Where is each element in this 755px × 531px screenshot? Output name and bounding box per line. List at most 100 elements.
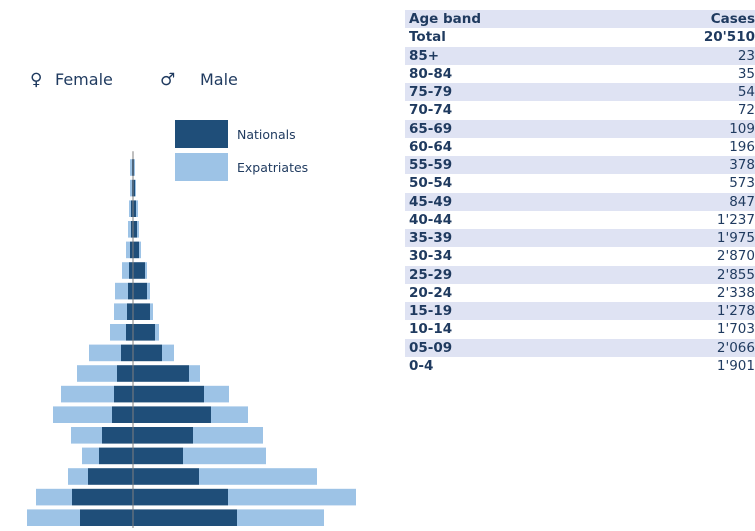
cases-cell: 2'855 xyxy=(635,265,755,284)
age-band-cell: 55-59 xyxy=(405,156,635,175)
bar-female-nationals-10-14 xyxy=(88,468,133,485)
bar-male-expatriates-0-4 xyxy=(237,509,324,526)
table-row: 25-29 2'855 xyxy=(405,265,755,284)
cases-cell: 378 xyxy=(635,156,755,175)
bar-female-expatriates-55-59 xyxy=(115,282,128,300)
age-band-cell: 75-79 xyxy=(405,83,635,102)
cases-table-container: Age band Cases Total 20'510 85+ 23 80-84 35… xyxy=(405,10,755,375)
bar-male-expatriates-35-39 xyxy=(189,365,200,382)
legend-label-nationals: Nationals xyxy=(237,127,296,142)
bar-male-nationals-0-4 xyxy=(133,509,237,526)
bar-male-expatriates-40-44 xyxy=(162,344,174,362)
cases-cell: 1'278 xyxy=(635,302,755,321)
cases-cell: 2'066 xyxy=(635,338,755,357)
table-row-total: Total 20'510 xyxy=(405,28,755,46)
table-row: 0-4 1'901 xyxy=(405,357,755,375)
cases-cell: 72 xyxy=(737,102,755,119)
bar-female-nationals-40-44 xyxy=(121,344,133,362)
male-label: Male xyxy=(200,70,238,89)
cases-cell: 2'870 xyxy=(716,248,755,265)
cases-cell: 35 xyxy=(737,65,755,82)
age-band-cell: 50-54 xyxy=(409,175,453,192)
bar-female-nationals-20-24 xyxy=(102,427,133,444)
bar-female-nationals-0-4 xyxy=(80,509,133,526)
table-row: 10-14 1'703 xyxy=(405,320,755,338)
female-label: Female xyxy=(55,70,113,89)
table-row: 05-09 2'066 xyxy=(405,338,755,357)
bar-male-nationals-40-44 xyxy=(133,344,162,362)
legend-swatch-expatriates xyxy=(175,153,228,181)
bar-male-nationals-15-19 xyxy=(133,447,183,465)
bar-male-expatriates-45-49 xyxy=(155,324,159,341)
cases-cell: 2'338 xyxy=(716,284,755,301)
legend-label-expatriates: Expatriates xyxy=(237,160,308,175)
bar-female-nationals-70-74 xyxy=(131,221,133,238)
table-row: 45-49 847 xyxy=(405,192,755,211)
bar-male-nationals-35-39 xyxy=(133,365,189,382)
bar-female-expatriates-35-39 xyxy=(77,365,117,382)
table-row: 50-54 573 xyxy=(405,174,755,192)
bar-female-expatriates-40-44 xyxy=(89,344,121,362)
bar-male-expatriates-25-29 xyxy=(211,406,248,423)
bar-male-nationals-60-64 xyxy=(133,262,145,279)
bar-female-expatriates-15-19 xyxy=(82,447,99,465)
bar-female-expatriates-05-09 xyxy=(36,488,72,506)
table-row: 80-84 35 xyxy=(405,65,755,83)
bar-male-expatriates-55-59 xyxy=(147,282,150,300)
bar-male-expatriates-20-24 xyxy=(193,427,263,444)
bar-female-nationals-60-64 xyxy=(129,262,133,279)
bar-female-expatriates-60-64 xyxy=(122,262,129,279)
bar-male-expatriates-60-64 xyxy=(145,262,147,279)
population-pyramid-chart: ♀ Female ♂ Male Nationals Expatriates xyxy=(27,70,356,528)
female-symbol: ♀ xyxy=(30,70,42,90)
cases-cell: 1'703 xyxy=(716,321,755,338)
bar-male-nationals-25-29 xyxy=(133,406,211,423)
cases-cell: 1'901 xyxy=(716,357,755,374)
age-band-cell: 05-09 xyxy=(405,338,635,357)
bar-female-expatriates-45-49 xyxy=(110,324,126,341)
bar-female-nationals-25-29 xyxy=(112,406,133,423)
table-header-row: Age band Cases xyxy=(405,10,755,29)
table-row: 20-24 2'338 xyxy=(405,284,755,302)
table-row: 70-74 72 xyxy=(405,101,755,119)
cases-cell: 54 xyxy=(635,83,755,102)
age-band-cell: 0-4 xyxy=(409,357,434,374)
bar-male-expatriates-15-19 xyxy=(183,447,266,465)
cases-cell: 23 xyxy=(635,46,755,65)
cases-cell: 1'975 xyxy=(635,229,755,248)
legend: Nationals Expatriates xyxy=(175,120,308,181)
table-row: 30-34 2'870 xyxy=(405,247,755,265)
bar-male-expatriates-75-79 xyxy=(136,200,138,217)
total-value: 20'510 xyxy=(703,29,755,46)
bar-male-nationals-70-74 xyxy=(133,221,137,238)
bar-male-nationals-20-24 xyxy=(133,427,193,444)
bar-male-nationals-50-54 xyxy=(133,303,150,320)
bar-male-expatriates-70-74 xyxy=(137,221,139,238)
bar-male-nationals-55-59 xyxy=(133,282,147,300)
bar-female-expatriates-25-29 xyxy=(53,406,112,423)
age-band-cell: 85+ xyxy=(405,46,635,65)
age-band-cell: 40-44 xyxy=(409,211,453,228)
age-band-cell: 25-29 xyxy=(405,265,635,284)
bar-male-nationals-10-14 xyxy=(133,468,199,485)
bar-female-nationals-15-19 xyxy=(99,447,133,465)
bar-male-nationals-30-34 xyxy=(133,385,204,403)
bar-female-expatriates-30-34 xyxy=(61,385,114,403)
cases-cell: 196 xyxy=(729,138,755,155)
header-cases: Cases xyxy=(635,10,755,29)
bar-female-nationals-75-79 xyxy=(131,200,133,217)
bar-male-expatriates-10-14 xyxy=(199,468,317,485)
age-band-cell: 15-19 xyxy=(405,302,635,321)
table-row: 75-79 54 xyxy=(405,83,755,102)
age-band-cell: 60-64 xyxy=(409,138,453,155)
cases-cell: 109 xyxy=(635,119,755,138)
legend-swatch-nationals xyxy=(175,120,228,148)
bar-female-expatriates-70-74 xyxy=(128,221,131,238)
cases-cell: 847 xyxy=(635,192,755,211)
bar-female-nationals-55-59 xyxy=(128,282,133,300)
bar-female-nationals-50-54 xyxy=(127,303,133,320)
bar-female-nationals-05-09 xyxy=(72,488,133,506)
age-band-cell: 35-39 xyxy=(405,229,635,248)
bar-female-expatriates-10-14 xyxy=(68,468,88,485)
bar-male-nationals-75-79 xyxy=(133,200,136,217)
